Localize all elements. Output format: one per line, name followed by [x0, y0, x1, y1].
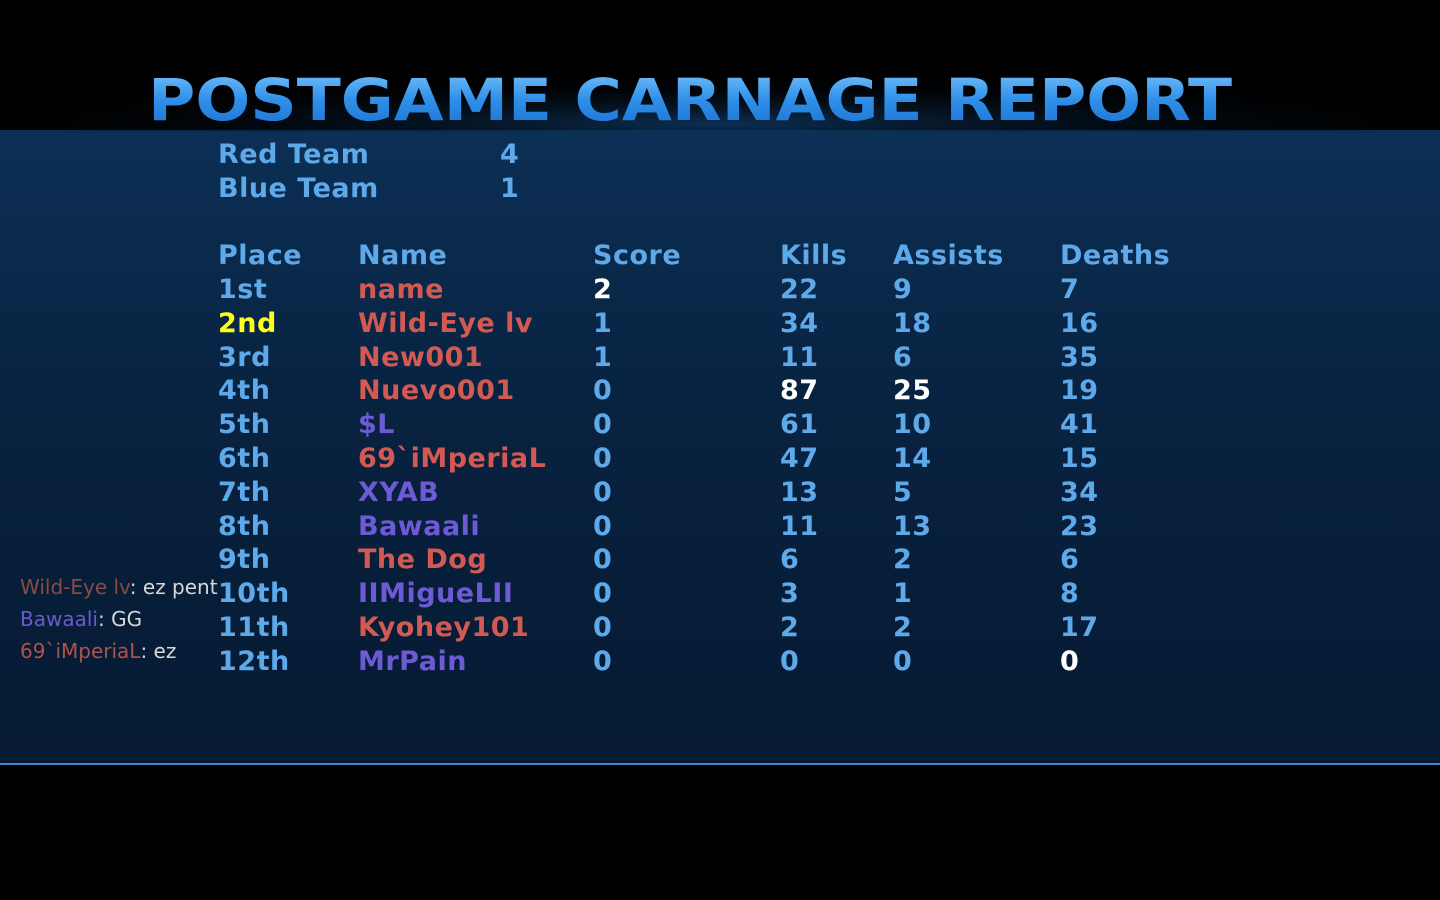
- cell-assists: 0: [893, 645, 913, 677]
- cell-name: name: [358, 274, 444, 305]
- chat-sender: Bawaali: [20, 607, 98, 631]
- chat-message: : GG: [97, 607, 143, 631]
- cell-score: 1: [593, 307, 613, 339]
- cell-place: 5th: [218, 409, 271, 441]
- team-name: Blue Team: [218, 173, 379, 204]
- cell-score: 0: [593, 544, 613, 576]
- chat-message: : ez: [140, 639, 177, 663]
- cell-kills: 3: [780, 578, 800, 610]
- column-header: Score: [593, 240, 682, 271]
- column-header: Assists: [893, 240, 1004, 271]
- column-header: Kills: [780, 240, 848, 271]
- cell-score: 2: [593, 274, 613, 305]
- cell-place: 1st: [218, 274, 268, 305]
- cell-kills: 6: [780, 544, 800, 576]
- team-score: 1: [500, 173, 520, 204]
- title-bar: POSTGAME CARNAGE REPORT: [60, 50, 1380, 132]
- cell-place: 7th: [218, 476, 271, 508]
- cell-place: 3rd: [218, 341, 271, 373]
- cell-score: 0: [593, 476, 613, 508]
- chat-line: Wild-Eye lv: ez pent: [20, 577, 218, 597]
- chat-line: 69`iMperiaL: ez: [20, 641, 176, 661]
- chat-sender: Wild-Eye lv: [20, 575, 130, 599]
- cell-deaths: 15: [1060, 443, 1099, 474]
- cell-name: IIMigueLII: [358, 578, 514, 610]
- cell-assists: 14: [893, 443, 932, 474]
- chat-line: Bawaali: GG: [20, 609, 142, 629]
- cell-deaths: 17: [1060, 612, 1099, 643]
- cell-assists: 9: [893, 274, 913, 305]
- cell-kills: 87: [780, 375, 819, 407]
- cell-kills: 2: [780, 612, 800, 643]
- cell-place: 6th: [218, 443, 271, 474]
- cell-kills: 0: [780, 645, 800, 677]
- cell-assists: 2: [893, 612, 913, 643]
- cell-deaths: 41: [1060, 409, 1099, 441]
- cell-score: 0: [593, 645, 613, 677]
- cell-name: New001: [358, 341, 484, 373]
- cell-assists: 5: [893, 476, 913, 508]
- cell-score: 0: [593, 443, 613, 474]
- cell-place: 8th: [218, 510, 271, 542]
- cell-assists: 2: [893, 544, 913, 576]
- cell-kills: 11: [780, 341, 819, 373]
- cell-place: 10th: [218, 578, 290, 610]
- cell-name: Kyohey101: [358, 612, 530, 643]
- column-header: Name: [358, 240, 448, 271]
- cell-deaths: 16: [1060, 307, 1099, 339]
- title-glow: [60, 50, 1380, 132]
- cell-name: Bawaali: [358, 510, 481, 542]
- cell-place: 12th: [218, 645, 290, 677]
- cell-place: 2nd: [218, 307, 277, 339]
- cell-deaths: 8: [1060, 578, 1080, 610]
- cell-place: 4th: [218, 375, 271, 407]
- cell-score: 0: [593, 612, 613, 643]
- cell-deaths: 19: [1060, 375, 1099, 407]
- cell-assists: 13: [893, 510, 932, 542]
- cell-kills: 13: [780, 476, 819, 508]
- cell-assists: 10: [893, 409, 932, 441]
- report-panel: [0, 130, 1440, 765]
- cell-name: The Dog: [358, 544, 488, 576]
- cell-score: 0: [593, 375, 613, 407]
- cell-assists: 6: [893, 341, 913, 373]
- cell-deaths: 35: [1060, 341, 1099, 373]
- cell-name: Nuevo001: [358, 375, 515, 407]
- cell-kills: 22: [780, 274, 819, 305]
- cell-deaths: 7: [1060, 274, 1080, 305]
- cell-kills: 11: [780, 510, 819, 542]
- cell-place: 11th: [218, 612, 290, 643]
- cell-deaths: 23: [1060, 510, 1099, 542]
- cell-deaths: 6: [1060, 544, 1080, 576]
- team-name: Red Team: [218, 139, 370, 170]
- column-header: Place: [218, 240, 303, 271]
- title: POSTGAME CARNAGE REPORT: [148, 66, 1232, 132]
- cell-score: 0: [593, 578, 613, 610]
- cell-assists: 1: [893, 578, 913, 610]
- cell-name: XYAB: [358, 476, 440, 508]
- cell-assists: 25: [893, 375, 932, 407]
- team-score: 4: [500, 139, 520, 170]
- cell-kills: 34: [780, 307, 819, 339]
- cell-name: MrPain: [358, 645, 467, 677]
- chat-sender: 69`iMperiaL: [20, 639, 141, 663]
- chat-message: : ez pent: [129, 575, 218, 599]
- cell-kills: 47: [780, 443, 819, 474]
- cell-name: Wild-Eye lv: [358, 307, 533, 339]
- cell-score: 0: [593, 510, 613, 542]
- cell-place: 9th: [218, 544, 271, 576]
- column-header: Deaths: [1060, 240, 1171, 271]
- cell-name: 69`iMperiaL: [358, 443, 547, 474]
- cell-deaths: 34: [1060, 476, 1099, 508]
- cell-score: 0: [593, 409, 613, 441]
- cell-name: $L: [358, 409, 395, 441]
- cell-assists: 18: [893, 307, 932, 339]
- cell-kills: 61: [780, 409, 819, 441]
- cell-deaths: 0: [1060, 645, 1080, 677]
- cell-score: 1: [593, 341, 613, 373]
